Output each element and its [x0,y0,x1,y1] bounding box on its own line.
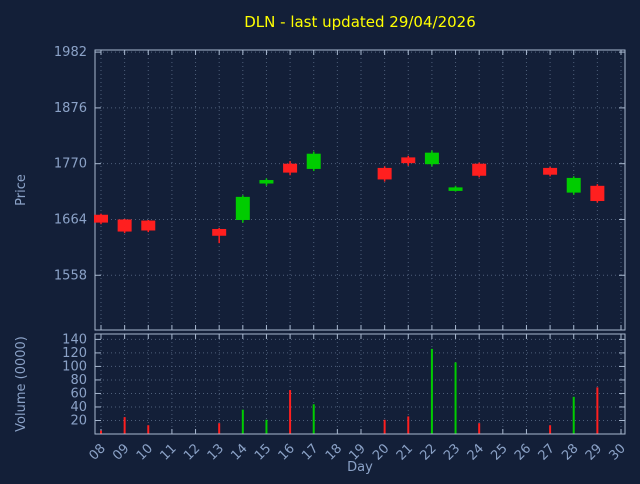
svg-text:1982: 1982 [54,45,87,60]
grid-layer [95,50,625,434]
svg-text:16: 16 [276,441,298,463]
svg-text:08: 08 [87,441,109,463]
svg-text:17: 17 [299,441,321,463]
day-axis-label: Day [347,460,373,475]
svg-text:20: 20 [70,413,87,428]
svg-text:30: 30 [607,441,629,463]
svg-text:13: 13 [205,441,227,463]
svg-text:14: 14 [228,441,250,463]
svg-text:1558: 1558 [54,268,87,283]
svg-text:28: 28 [559,441,581,463]
chart-title: DLN - last updated 29/04/2026 [244,13,476,31]
svg-text:60: 60 [70,386,87,401]
svg-text:1770: 1770 [54,157,87,172]
svg-text:21: 21 [394,441,416,463]
svg-text:15: 15 [252,441,274,463]
svg-text:11: 11 [157,441,179,463]
svg-text:12: 12 [181,441,203,463]
svg-text:40: 40 [70,400,87,415]
svg-text:25: 25 [488,441,510,463]
svg-text:100: 100 [62,359,87,374]
svg-text:09: 09 [110,441,132,463]
svg-text:29: 29 [583,441,605,463]
svg-text:1876: 1876 [54,101,87,116]
svg-text:26: 26 [512,441,534,463]
svg-text:10: 10 [134,441,156,463]
svg-text:22: 22 [417,441,439,463]
svg-text:23: 23 [441,441,463,463]
svg-text:1664: 1664 [54,212,87,227]
svg-text:20: 20 [370,441,392,463]
svg-text:24: 24 [465,441,487,463]
volume-axis-label: Volume (0000) [14,336,29,432]
svg-text:18: 18 [323,441,345,463]
svg-text:80: 80 [70,373,87,388]
volume-bars-layer [100,348,599,434]
candles-layer [94,150,605,244]
price-axis-label: Price [14,174,29,206]
svg-text:27: 27 [536,441,558,463]
svg-text:140: 140 [62,332,87,347]
svg-text:120: 120 [62,346,87,361]
plot-frames [94,49,626,435]
